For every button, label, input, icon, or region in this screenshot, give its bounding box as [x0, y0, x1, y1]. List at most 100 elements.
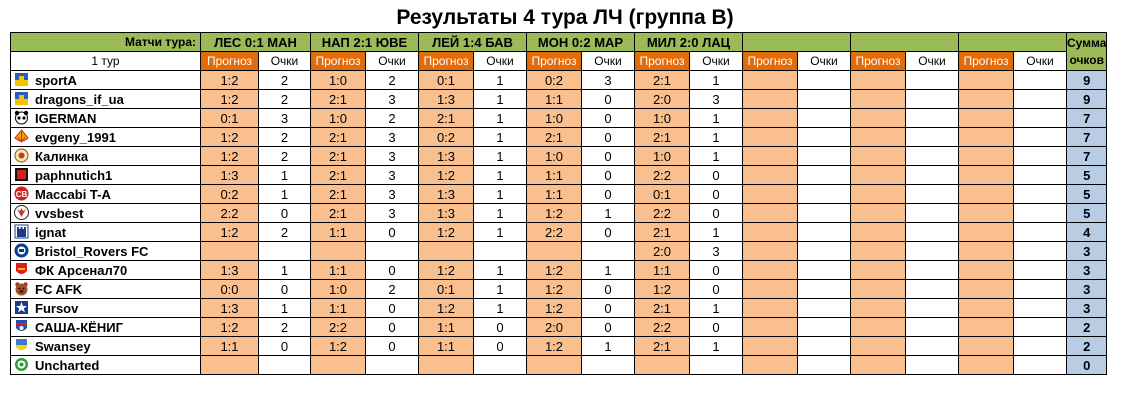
forecast-cell	[742, 70, 798, 90]
points-cell: 2	[365, 70, 419, 90]
points-cell: 1	[581, 203, 635, 223]
forecast-header-3: Прогноз	[418, 51, 474, 71]
points-cell	[1013, 108, 1067, 128]
points-cell: 1	[689, 108, 743, 128]
forecast-cell	[310, 355, 366, 375]
forecast-cell	[958, 89, 1014, 109]
forecast-cell: 1:3	[418, 146, 474, 166]
points-cell	[905, 70, 959, 90]
player-name: Maccabi T-A	[35, 187, 111, 203]
points-cell	[797, 241, 851, 261]
forecast-cell: 2:2	[634, 165, 690, 185]
forecast-cell: 1:2	[310, 336, 366, 356]
player-name-cell: ФК Арсенал70	[10, 260, 201, 280]
points-cell: 3	[365, 165, 419, 185]
forecast-cell	[742, 336, 798, 356]
points-cell	[1013, 127, 1067, 147]
sum-cell: 3	[1065, 241, 1108, 261]
forecast-cell: 2:1	[310, 184, 366, 204]
points-cell	[1013, 241, 1067, 261]
forecast-cell: 1:2	[418, 165, 474, 185]
fox-icon	[14, 205, 29, 221]
points-cell: 2	[258, 127, 311, 147]
ukraine-shield-icon	[14, 338, 29, 353]
sum-cell: 5	[1065, 165, 1108, 185]
forecast-cell: 1:2	[526, 260, 582, 280]
match-header-8	[958, 32, 1067, 52]
forecast-header-7: Прогноз	[850, 51, 906, 71]
forecast-cell: 1:0	[634, 108, 690, 128]
points-cell: 2	[258, 317, 311, 337]
points-header-2: Очки	[365, 51, 419, 71]
sum-cell: 2	[1065, 317, 1108, 337]
table-row: FC AFK 0:0 0 1:0 2 0:1 1 1:2 0 1:2 0 3	[10, 279, 1108, 299]
table-row: sportA 1:2 2 1:0 2 0:1 1 0:2 3 2:1 1 9	[10, 70, 1108, 90]
points-cell: 0	[581, 184, 635, 204]
forecast-cell	[742, 146, 798, 166]
points-cell	[797, 108, 851, 128]
table-row: vvsbest 2:2 0 2:1 3 1:3 1 1:2 1 2:2 0 5	[10, 203, 1108, 223]
points-cell	[689, 355, 743, 375]
forecast-cell: 2:1	[634, 298, 690, 318]
points-cell	[1013, 146, 1067, 166]
points-cell: 3	[581, 70, 635, 90]
player-name-cell: vvsbest	[10, 203, 201, 223]
points-cell	[905, 241, 959, 261]
points-cell: 1	[473, 165, 527, 185]
points-cell	[1013, 89, 1067, 109]
forecast-cell	[958, 260, 1014, 280]
cb-icon: CB	[14, 186, 29, 201]
forecast-cell: 1:0	[526, 108, 582, 128]
forecast-cell	[850, 127, 906, 147]
player-name: dragons_if_ua	[35, 92, 124, 108]
points-cell	[473, 355, 527, 375]
sum-cell: 9	[1065, 89, 1108, 109]
shell-icon	[14, 129, 29, 144]
points-cell: 0	[581, 165, 635, 185]
forecast-cell: 1:2	[634, 279, 690, 299]
points-cell: 1	[689, 336, 743, 356]
points-cell	[1013, 70, 1067, 90]
points-header-5: Очки	[689, 51, 743, 71]
forecast-cell	[742, 127, 798, 147]
forecast-cell	[958, 184, 1014, 204]
points-cell	[1013, 298, 1067, 318]
points-header-7: Очки	[905, 51, 959, 71]
points-cell: 0	[473, 336, 527, 356]
points-cell	[797, 355, 851, 375]
points-cell	[1013, 165, 1067, 185]
forecast-header-8: Прогноз	[958, 51, 1014, 71]
forecast-cell: 2:1	[634, 127, 690, 147]
forecast-cell: 2:0	[634, 241, 690, 261]
sum-cell: 5	[1065, 184, 1108, 204]
points-cell	[797, 336, 851, 356]
points-cell: 0	[473, 317, 527, 337]
player-name-cell: Swansey	[10, 336, 201, 356]
table-row: evgeny_1991 1:2 2 2:1 3 0:2 1 2:1 0 2:1 1 7	[10, 127, 1108, 147]
forecast-cell	[958, 241, 1014, 261]
sum-cell: 5	[1065, 203, 1108, 223]
points-cell: 3	[689, 89, 743, 109]
player-name: ФК Арсенал70	[35, 263, 128, 279]
points-cell: 0	[689, 279, 743, 299]
points-cell: 1	[581, 336, 635, 356]
points-cell	[905, 89, 959, 109]
player-name: sportA	[35, 73, 77, 89]
points-cell: 1	[473, 279, 527, 299]
forecast-cell: 2:1	[310, 127, 366, 147]
player-name-cell: САША-КЁНИГ	[10, 317, 201, 337]
points-cell	[1013, 355, 1067, 375]
sum-cell: 3	[1065, 260, 1108, 280]
sum-cell: 9	[1065, 70, 1108, 90]
points-cell	[365, 355, 419, 375]
forecast-cell	[742, 108, 798, 128]
forecast-cell: 2:1	[310, 165, 366, 185]
points-cell: 1	[258, 298, 311, 318]
points-cell	[797, 70, 851, 90]
points-cell	[905, 203, 959, 223]
forecast-cell: 0:2	[418, 127, 474, 147]
forecast-cell: 1:0	[310, 70, 366, 90]
points-cell	[1013, 279, 1067, 299]
points-cell	[905, 317, 959, 337]
forecast-cell: 2:2	[634, 317, 690, 337]
